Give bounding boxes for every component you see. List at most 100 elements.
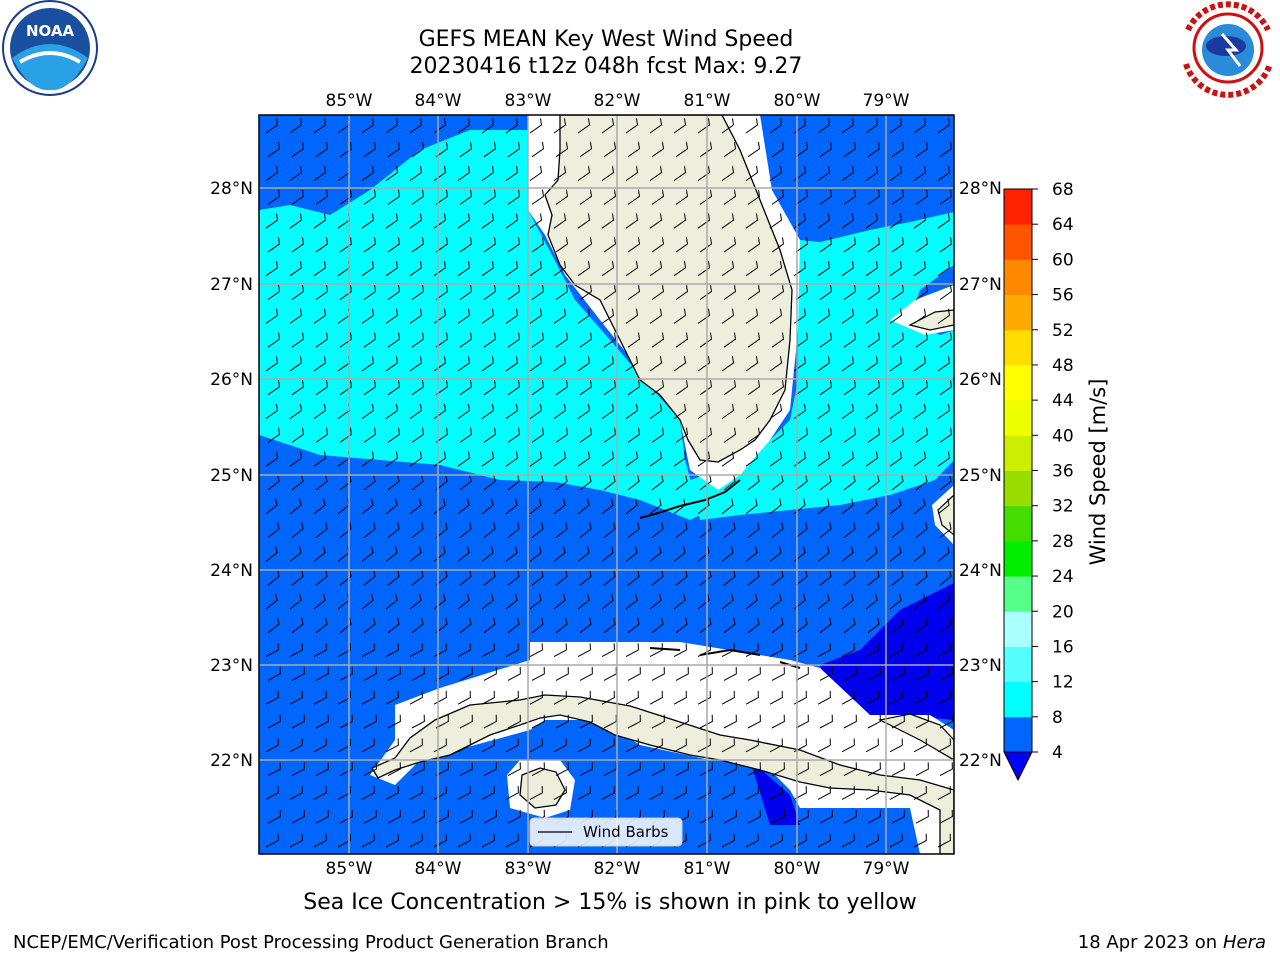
wind-barb bbox=[939, 474, 952, 491]
wind-barb bbox=[913, 118, 927, 134]
wind-barb bbox=[939, 667, 953, 681]
wind-barb bbox=[939, 427, 953, 443]
map-subtitle: 20230416 t12z 048h fcst Max: 9.27 bbox=[409, 54, 803, 79]
wind-barb bbox=[747, 284, 761, 301]
wind-barb bbox=[627, 667, 641, 681]
wind-barb bbox=[675, 522, 688, 538]
wind-barb bbox=[289, 498, 302, 515]
wind-barb bbox=[409, 690, 423, 705]
wind-barb bbox=[555, 714, 569, 729]
wind-barb bbox=[819, 667, 833, 681]
wind-barb bbox=[867, 474, 880, 491]
wind-barb bbox=[817, 451, 831, 467]
wind-barb bbox=[339, 380, 353, 396]
wind-barb bbox=[673, 213, 687, 229]
wind-barb bbox=[313, 308, 327, 324]
wind-barb bbox=[505, 451, 519, 467]
wind-barb bbox=[411, 474, 424, 491]
wind-barb bbox=[507, 809, 521, 824]
wind-barb bbox=[697, 498, 710, 515]
wind-barb bbox=[265, 165, 279, 182]
wind-barb bbox=[939, 617, 952, 634]
wind-barb bbox=[817, 786, 831, 800]
wind-barb bbox=[385, 451, 399, 467]
wind-barb bbox=[865, 308, 879, 324]
wind-barb bbox=[267, 237, 281, 253]
wind-barb bbox=[289, 786, 303, 800]
wind-barb bbox=[363, 237, 377, 253]
wind-barb bbox=[649, 261, 663, 277]
wind-barb bbox=[313, 451, 327, 467]
wind-barb bbox=[601, 498, 614, 515]
wind-barb bbox=[603, 522, 616, 538]
wind-barb bbox=[601, 403, 615, 420]
wind-barb bbox=[867, 332, 881, 348]
wind-barb bbox=[915, 522, 928, 538]
wind-barb bbox=[601, 118, 615, 134]
wind-barb bbox=[409, 546, 422, 562]
colorbar-under-extension bbox=[1003, 751, 1033, 782]
lat-label: 26°N bbox=[210, 370, 253, 390]
wind-barb bbox=[385, 690, 399, 705]
wind-barb bbox=[889, 738, 903, 753]
wind-barb bbox=[315, 474, 328, 491]
wind-barb bbox=[577, 213, 591, 229]
wind-barb bbox=[889, 261, 903, 277]
wind-barb bbox=[747, 617, 760, 634]
lon-label: 82°W bbox=[594, 91, 641, 111]
wind-barb bbox=[483, 427, 497, 443]
wind-barb bbox=[313, 690, 327, 705]
wind-barb bbox=[795, 189, 809, 205]
wind-barb bbox=[603, 569, 616, 586]
wind-barb bbox=[843, 142, 857, 158]
wind-barb bbox=[507, 189, 521, 205]
wind-barb bbox=[843, 237, 857, 253]
wind-barb bbox=[291, 380, 305, 396]
wind-barb bbox=[337, 738, 351, 753]
wind-barb bbox=[267, 474, 280, 491]
colorbar-tick-label: 44 bbox=[1052, 391, 1074, 411]
wind-barb bbox=[745, 261, 759, 277]
wind-barb bbox=[457, 833, 471, 848]
wind-barb bbox=[361, 498, 374, 515]
wind-barb bbox=[651, 237, 665, 253]
wind-barb bbox=[339, 474, 352, 491]
wind-barb bbox=[651, 142, 665, 158]
colorbar-tick-label: 4 bbox=[1052, 743, 1063, 763]
wind-barb bbox=[651, 189, 665, 205]
wind-barb bbox=[627, 380, 641, 396]
wind-barb bbox=[483, 569, 496, 586]
wind-barb bbox=[603, 617, 616, 634]
wind-barb bbox=[627, 237, 641, 253]
wind-barb bbox=[843, 380, 857, 396]
wind-barb bbox=[723, 189, 737, 205]
wind-barb bbox=[771, 762, 785, 777]
wind-barb bbox=[745, 593, 758, 610]
wind-barb bbox=[913, 261, 927, 277]
wind-barb bbox=[699, 667, 713, 681]
wind-barb bbox=[769, 690, 783, 705]
wind-barb bbox=[891, 569, 904, 586]
wind-barb bbox=[435, 522, 448, 538]
wind-barb bbox=[435, 284, 449, 301]
lon-label: 80°W bbox=[774, 859, 821, 879]
wind-barb bbox=[625, 451, 639, 467]
wind-barb bbox=[409, 356, 423, 372]
wind-barb bbox=[865, 593, 878, 610]
wind-barb bbox=[745, 451, 759, 467]
wind-barb bbox=[577, 546, 590, 562]
wind-barb bbox=[507, 762, 521, 777]
wind-barb bbox=[841, 690, 855, 705]
wind-barb bbox=[289, 690, 303, 705]
wind-barb bbox=[265, 261, 279, 277]
wind-barb bbox=[265, 643, 279, 658]
wind-barb bbox=[529, 546, 542, 562]
wind-barb bbox=[651, 569, 664, 586]
wind-barb bbox=[267, 332, 281, 348]
wind-barb bbox=[937, 118, 951, 134]
wind-barb bbox=[291, 762, 305, 777]
wind-barb bbox=[769, 546, 782, 562]
wind-barb bbox=[817, 593, 830, 610]
wind-barb bbox=[841, 308, 855, 324]
wind-barb bbox=[745, 738, 759, 753]
